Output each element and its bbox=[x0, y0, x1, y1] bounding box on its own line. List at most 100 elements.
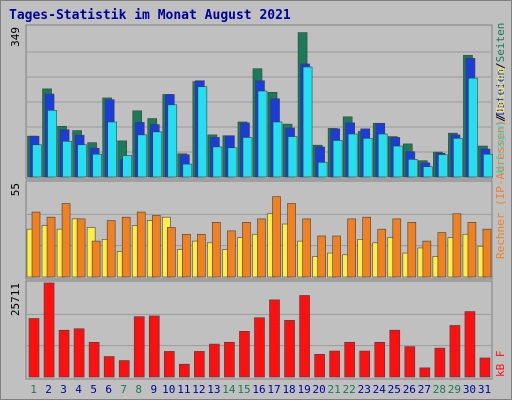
bar-besuche-day-31 bbox=[482, 228, 492, 278]
bar-kb-day-19 bbox=[299, 295, 310, 378]
bar-kb-day-23 bbox=[359, 350, 371, 378]
bar-kb-day-10 bbox=[163, 351, 175, 378]
legend-entry: Anfragen bbox=[494, 122, 507, 175]
bar-kb-day-1 bbox=[28, 318, 40, 378]
day-tick-label: 1 bbox=[30, 383, 37, 396]
bar-besuche-day-27 bbox=[422, 240, 432, 278]
bar-besuche-day-22 bbox=[347, 218, 356, 278]
bar-kb-day-29 bbox=[449, 325, 461, 378]
bar-seiten-day-29 bbox=[453, 138, 463, 178]
bar-besuche-day-11 bbox=[182, 233, 191, 278]
bar-kb-day-2 bbox=[43, 282, 55, 378]
bar-kb-day-9 bbox=[148, 315, 160, 378]
legend-entry: kB F bbox=[494, 351, 507, 378]
legend-label: kB F bbox=[494, 351, 507, 378]
bar-seiten-day-23 bbox=[362, 138, 373, 178]
day-tick-label: 30 bbox=[463, 383, 476, 396]
legend-label: Rechner (IP-Adressen)/ Besuche bbox=[494, 67, 507, 259]
bar-besuche-day-13 bbox=[212, 222, 221, 278]
bar-seiten-day-13 bbox=[212, 146, 223, 178]
bar-seiten-day-11 bbox=[182, 163, 193, 178]
bar-kb-day-27 bbox=[419, 367, 431, 378]
bar-besuche-day-12 bbox=[197, 233, 206, 278]
bar-besuche-day-15 bbox=[242, 222, 251, 278]
bar-besuche-day-8 bbox=[136, 211, 146, 278]
day-tick-label: 13 bbox=[207, 383, 220, 396]
day-tick-label: 3 bbox=[60, 383, 67, 396]
bar-besuche-day-9 bbox=[151, 215, 161, 278]
bar-kb-day-4 bbox=[73, 328, 85, 378]
day-tick-label: 4 bbox=[75, 383, 82, 396]
bar-kb-day-3 bbox=[58, 329, 70, 378]
day-tick-label: 6 bbox=[105, 383, 112, 396]
day-tick-label: 16 bbox=[252, 383, 265, 396]
bar-besuche-day-25 bbox=[392, 218, 402, 278]
legend-entry: / bbox=[494, 113, 507, 120]
bar-kb-day-24 bbox=[374, 341, 386, 378]
bar-seiten-day-22 bbox=[347, 133, 358, 178]
day-tick-label: 14 bbox=[222, 383, 236, 396]
day-tick-label: 9 bbox=[150, 383, 157, 396]
bar-kb-day-18 bbox=[284, 320, 295, 378]
bar-kb-day-28 bbox=[434, 347, 446, 378]
legend-entry: Dateien bbox=[494, 69, 507, 115]
y-max-label: 25711 bbox=[9, 283, 22, 316]
day-tick-label: 21 bbox=[328, 383, 341, 396]
bar-kb-day-21 bbox=[329, 350, 340, 378]
day-tick-label: 10 bbox=[162, 383, 175, 396]
bar-seiten-day-7 bbox=[122, 155, 132, 178]
bar-seiten-day-25 bbox=[392, 145, 403, 178]
legend-label: Anfragen/Dateien/Seiten bbox=[494, 23, 507, 175]
bar-kb-day-20 bbox=[314, 354, 325, 378]
bar-kb-day-12 bbox=[194, 351, 205, 378]
bar-seiten-day-6 bbox=[107, 121, 117, 178]
day-tick-label: 2 bbox=[45, 383, 52, 396]
bar-seiten-day-14 bbox=[227, 147, 238, 178]
bar-besuche-day-4 bbox=[76, 218, 86, 278]
bar-besuche-day-5 bbox=[91, 240, 101, 278]
legend-entry: / bbox=[494, 115, 507, 122]
bar-kb-day-13 bbox=[209, 343, 220, 378]
bar-seiten-day-20 bbox=[317, 162, 328, 178]
day-tick-label: 18 bbox=[282, 383, 295, 396]
bar-seiten-day-8 bbox=[137, 134, 148, 178]
bar-kb-day-16 bbox=[254, 317, 265, 378]
day-tick-label: 23 bbox=[358, 383, 371, 396]
day-tick-label: 31 bbox=[478, 383, 491, 396]
day-tick-label: 11 bbox=[177, 383, 190, 396]
chart-title: Tages-Statistik im Monat August 2021 bbox=[9, 8, 291, 23]
bar-kb-day-30 bbox=[464, 311, 476, 378]
bar-besuche-day-16 bbox=[257, 218, 266, 278]
bar-kb-day-22 bbox=[344, 341, 355, 378]
bar-seiten-day-28 bbox=[438, 154, 448, 178]
legend-entry: / bbox=[494, 62, 507, 69]
bar-seiten-day-10 bbox=[167, 104, 178, 178]
bar-seiten-day-1 bbox=[32, 144, 42, 178]
bar-kb-day-31 bbox=[479, 357, 491, 378]
day-tick-label: 8 bbox=[135, 383, 142, 396]
day-tick-label: 24 bbox=[373, 383, 387, 396]
bar-besuche-day-2 bbox=[46, 216, 56, 278]
bar-kb-day-11 bbox=[179, 363, 190, 378]
bar-besuche-day-17 bbox=[272, 196, 281, 278]
bar-seiten-day-16 bbox=[257, 90, 268, 178]
bar-besuche-day-18 bbox=[287, 203, 296, 278]
day-tick-label: 17 bbox=[267, 383, 280, 396]
bar-kb-day-17 bbox=[269, 299, 280, 378]
bar-seiten-day-26 bbox=[408, 159, 418, 178]
bar-besuche-day-3 bbox=[61, 203, 71, 278]
bar-seiten-day-30 bbox=[468, 77, 478, 178]
day-tick-label: 19 bbox=[297, 383, 310, 396]
bar-kb-day-15 bbox=[239, 330, 250, 378]
legend-entry: Seiten bbox=[494, 23, 507, 63]
bar-seiten-day-21 bbox=[332, 140, 343, 178]
bar-seiten-day-19 bbox=[302, 66, 313, 178]
y-max-label: 349 bbox=[9, 27, 22, 47]
bar-seiten-day-17 bbox=[272, 121, 283, 178]
day-tick-label: 22 bbox=[343, 383, 356, 396]
bar-kb-day-5 bbox=[88, 341, 100, 378]
bar-besuche-day-10 bbox=[166, 227, 176, 278]
